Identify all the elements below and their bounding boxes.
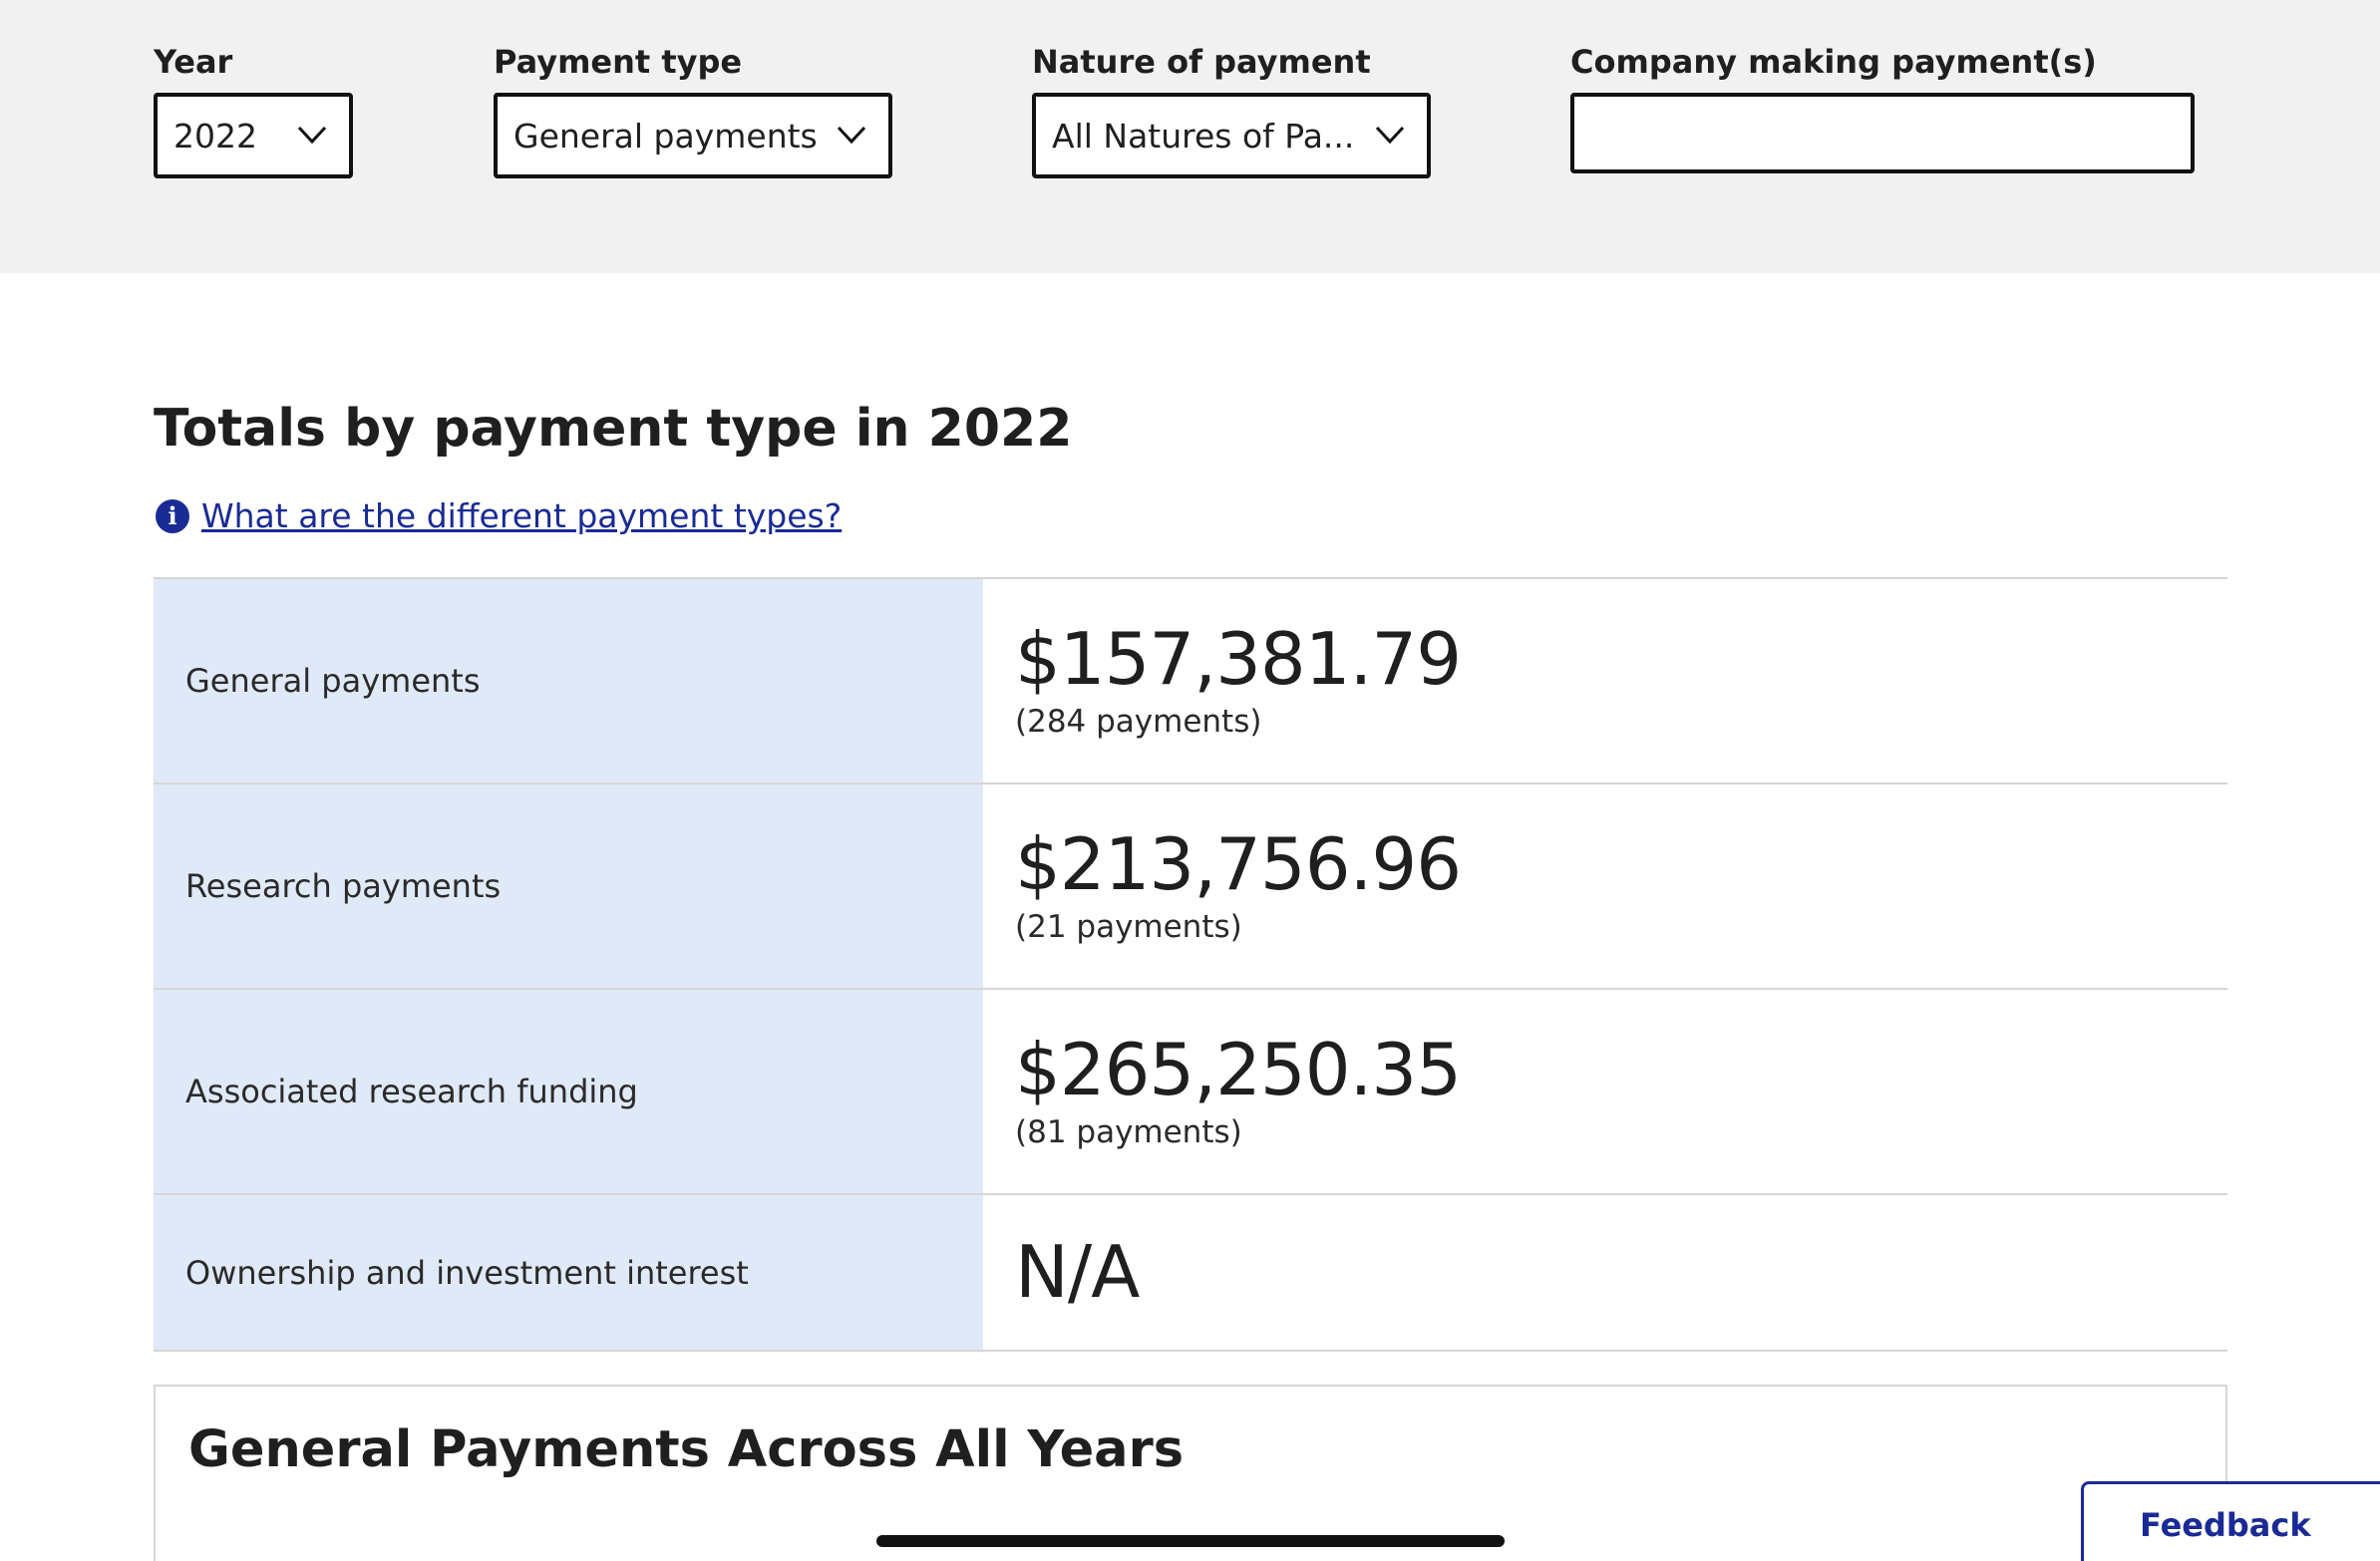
payment-type-filter: Payment type General payments: [494, 42, 892, 178]
feedback-label: Feedback: [2140, 1506, 2311, 1544]
row-value: $265,250.35 (81 payments): [983, 990, 2227, 1193]
year-select-value: 2022: [173, 116, 257, 156]
feedback-button[interactable]: Feedback: [2081, 1481, 2380, 1561]
row-value: $157,381.79 (284 payments): [983, 579, 2227, 782]
nature-select-value: All Natures of Pa...: [1052, 116, 1355, 156]
year-label: Year: [154, 43, 233, 81]
nature-filter: Nature of payment All Natures of Pa...: [1032, 42, 1431, 178]
chevron-down-icon: [297, 126, 327, 145]
row-amount: $265,250.35: [1015, 1028, 1462, 1112]
row-label: Research payments: [154, 784, 983, 988]
row-value: $213,756.96 (21 payments): [983, 784, 2227, 988]
table-row: Associated research funding $265,250.35 …: [154, 990, 2227, 1195]
year-filter: Year 2022: [154, 42, 353, 178]
row-amount: $213,756.96: [1015, 822, 1462, 907]
row-label: Associated research funding: [154, 990, 983, 1193]
payment-types-link[interactable]: i What are the different payment types?: [156, 496, 842, 535]
nature-select[interactable]: All Natures of Pa...: [1032, 93, 1431, 178]
table-row: Research payments $213,756.96 (21 paymen…: [154, 784, 2227, 990]
chart-title: General Payments Across All Years: [188, 1420, 1185, 1479]
company-filter: Company making payment(s): [1570, 42, 2195, 173]
general-payments-chart-card: General Payments Across All Years: [154, 1385, 2227, 1561]
row-count: (284 payments): [1015, 703, 1262, 740]
chevron-down-icon: [1375, 126, 1405, 145]
row-value: N/A: [983, 1195, 2227, 1350]
row-amount: $157,381.79: [1015, 617, 1462, 702]
home-indicator: [876, 1535, 1505, 1547]
year-select[interactable]: 2022: [154, 93, 353, 178]
filter-bar: Year 2022 Payment type General payments …: [0, 0, 2380, 273]
table-row: Ownership and investment interest N/A: [154, 1195, 2227, 1352]
row-amount: N/A: [1015, 1229, 1140, 1314]
page-title: Totals by payment type in 2022: [154, 399, 1073, 459]
chevron-down-icon: [837, 126, 866, 145]
row-count: (81 payments): [1015, 1113, 1242, 1150]
row-label: General payments: [154, 579, 983, 782]
table-row: General payments $157,381.79 (284 paymen…: [154, 579, 2227, 784]
company-label: Company making payment(s): [1570, 43, 2097, 81]
row-label: Ownership and investment interest: [154, 1195, 983, 1350]
payment-type-select[interactable]: General payments: [494, 93, 892, 178]
nature-label: Nature of payment: [1032, 43, 1371, 81]
payment-type-select-value: General payments: [513, 116, 818, 156]
payment-types-link-text[interactable]: What are the different payment types?: [201, 496, 843, 535]
company-input[interactable]: [1570, 93, 2195, 173]
info-icon: i: [156, 498, 189, 533]
totals-table: General payments $157,381.79 (284 paymen…: [154, 577, 2227, 1352]
row-count: (21 payments): [1015, 908, 1242, 945]
payment-type-label: Payment type: [494, 43, 743, 81]
